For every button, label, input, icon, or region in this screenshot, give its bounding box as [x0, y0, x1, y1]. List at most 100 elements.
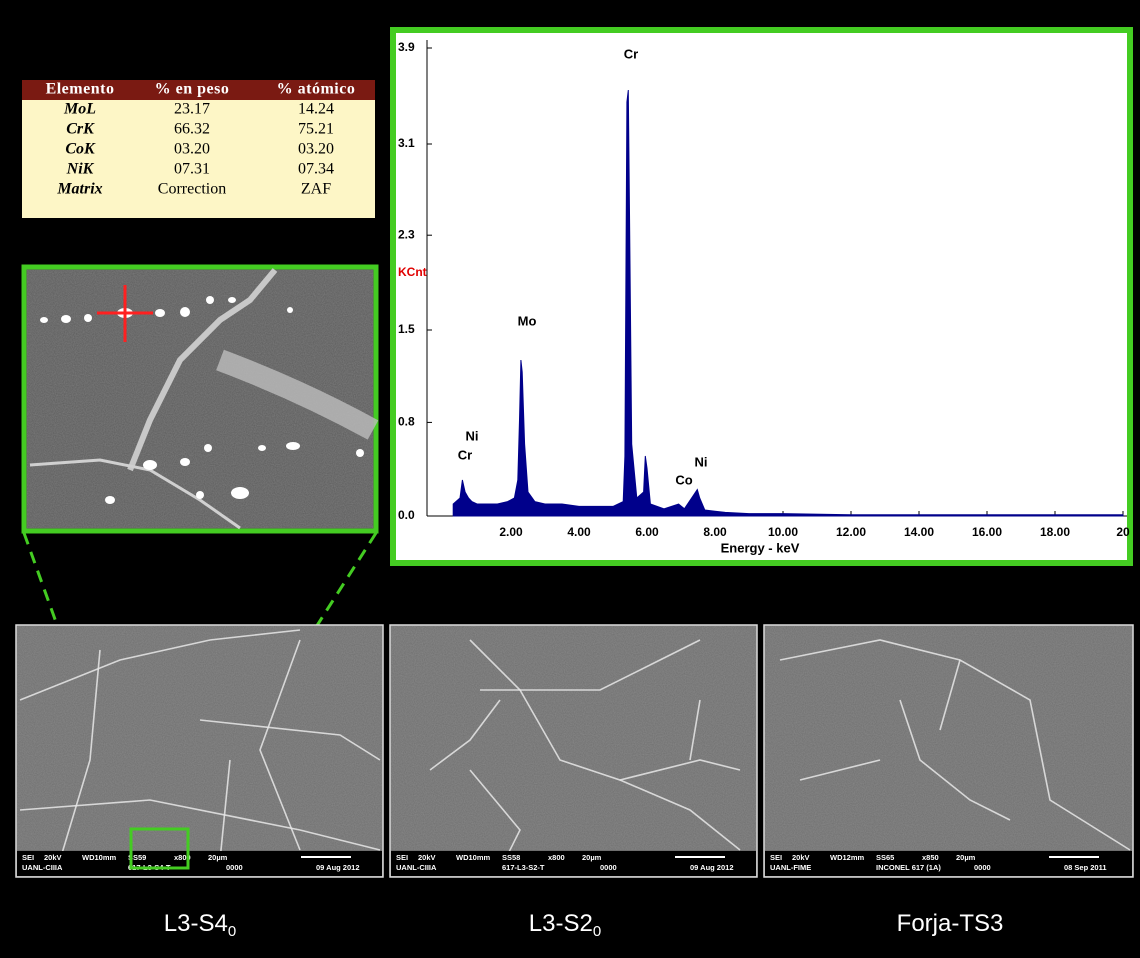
x-tick-label: 2.00 [499, 525, 523, 539]
eds-spectrum: KCnt Energy - keV 0.0 0.8 1.5 2.3 3.1 3.9 2.00… [390, 27, 1133, 566]
y-tick-label: 2.3 [398, 227, 415, 241]
info-text: SS59 [128, 853, 146, 862]
peak-label: Ni [466, 428, 479, 443]
precipitates [40, 296, 364, 504]
peak-label: Cr [458, 447, 472, 462]
micrographs: SEI 20kV WD10mm SS59 x800 20µm UANL-CIIIA 617-L… [15, 624, 1134, 940]
info-text: SEI [770, 853, 782, 862]
table-cell: 07.31 [174, 161, 210, 178]
table-header-bg [22, 80, 375, 100]
info-text: 617-L3-S2-T [502, 863, 545, 872]
info-text: WD10mm [82, 853, 117, 862]
caption-text: Forja-TS3 [897, 910, 1004, 937]
info-bar [17, 851, 382, 876]
info-text: 20µm [956, 853, 976, 862]
micrograph-caption: Forja-TS3 [897, 910, 1004, 937]
grain-boundary [19, 629, 301, 701]
grain-boundary [899, 699, 1011, 821]
info-text: SEI [22, 853, 34, 862]
info-text: 20kV [792, 853, 810, 862]
info-text: 0000 [974, 863, 991, 872]
zoom-region [129, 827, 190, 870]
x-tick-label: 10.00 [768, 525, 798, 539]
info-text: SS65 [876, 853, 894, 862]
grain-boundary [59, 649, 101, 861]
micrograph-caption: L3-S20 [529, 910, 601, 940]
grain-boundary [480, 639, 701, 691]
info-text: UANL-CIIIA [396, 863, 437, 872]
caption-subscript: 0 [593, 923, 601, 940]
y-tick-label: 3.1 [398, 136, 415, 150]
info-text: WD12mm [830, 853, 865, 862]
grain-boundary [429, 699, 501, 771]
x-tick-label: 8.00 [703, 525, 727, 539]
table-cell: CrK [66, 121, 95, 138]
peak-label: Mo [518, 313, 537, 328]
table-cell: MoL [63, 101, 96, 118]
y-tick-label: 0.0 [398, 508, 415, 522]
micrograph: SEI 20kV WD12mm SS65 x850 20µm UANL-FIME INCONE… [763, 624, 1134, 937]
composition-table: Elemento % en peso % atómico MoL 23.17 14.24 C… [22, 80, 375, 218]
table-cell: 23.17 [174, 101, 210, 118]
grain-boundary [216, 349, 379, 440]
table-body-bg [22, 100, 375, 218]
grain-boundary [469, 639, 741, 781]
info-bar [765, 851, 1132, 876]
info-text: UANL-FIME [770, 863, 811, 872]
table-cell: Matrix [56, 181, 102, 198]
x-tick-label: 12.00 [836, 525, 866, 539]
y-tick-label: 1.5 [398, 322, 415, 336]
info-text: 20µm [208, 853, 228, 862]
info-text: SS58 [502, 853, 520, 862]
caption-text: L3-S4 [164, 910, 228, 937]
info-text: 20kV [418, 853, 436, 862]
table-cell: Correction [158, 181, 226, 198]
info-text: 09 Aug 2012 [690, 863, 734, 872]
info-text: SEI [396, 853, 408, 862]
micrograph: SEI 20kV WD10mm SS58 x800 20µm UANL-CIIIA 617-L… [389, 624, 758, 940]
info-text: 20µm [582, 853, 602, 862]
grain-boundary [219, 759, 231, 861]
info-text: 20kV [44, 853, 62, 862]
info-bar [391, 851, 756, 876]
table-cell: 07.34 [298, 161, 334, 178]
micrograph-caption: L3-S40 [164, 910, 236, 940]
info-text: INCONEL 617 (1A) [876, 863, 941, 872]
table-cell: 14.24 [298, 101, 334, 118]
grain-boundary [779, 639, 1131, 851]
micrograph-texture [391, 626, 756, 850]
zoom-micrograph [21, 264, 379, 534]
spectrum-area [452, 89, 1124, 517]
grain-boundary [127, 268, 278, 472]
info-text: x800 [174, 853, 191, 862]
grain-boundary [259, 639, 301, 851]
table-cell: 03.20 [298, 141, 334, 158]
y-tick-label: 3.9 [398, 40, 415, 54]
y-axis-title: KCnt [398, 265, 427, 279]
info-text: 09 Aug 2012 [316, 863, 360, 872]
info-text: 0000 [226, 863, 243, 872]
grain-boundary [689, 699, 701, 761]
caption-text: L3-S2 [529, 910, 593, 937]
x-axis-title: Energy - keV [721, 540, 800, 555]
table-cell: ZAF [301, 181, 331, 198]
table-cell: 75.21 [298, 121, 334, 138]
table-cell: CoK [65, 141, 96, 158]
x-tick-label: 6.00 [635, 525, 659, 539]
x-tick-label: 18.00 [1040, 525, 1070, 539]
info-text: UANL-CIIIA [22, 863, 63, 872]
x-tick-label: 14.00 [904, 525, 934, 539]
table-header-cell: % atómico [277, 81, 356, 98]
grain-boundary [619, 779, 741, 851]
analysis-point [97, 285, 153, 342]
info-text: 0000 [600, 863, 617, 872]
y-tick-label: 0.8 [398, 415, 415, 429]
info-text: 08 Sep 2011 [1064, 863, 1107, 872]
micrograph-texture [17, 626, 382, 850]
table-header-cell: Elemento [46, 81, 115, 98]
x-tick-label: 4.00 [567, 525, 591, 539]
grain-boundary [939, 659, 961, 731]
peak-label: Cr [624, 46, 638, 61]
x-tick-label: 20 [1116, 525, 1130, 539]
